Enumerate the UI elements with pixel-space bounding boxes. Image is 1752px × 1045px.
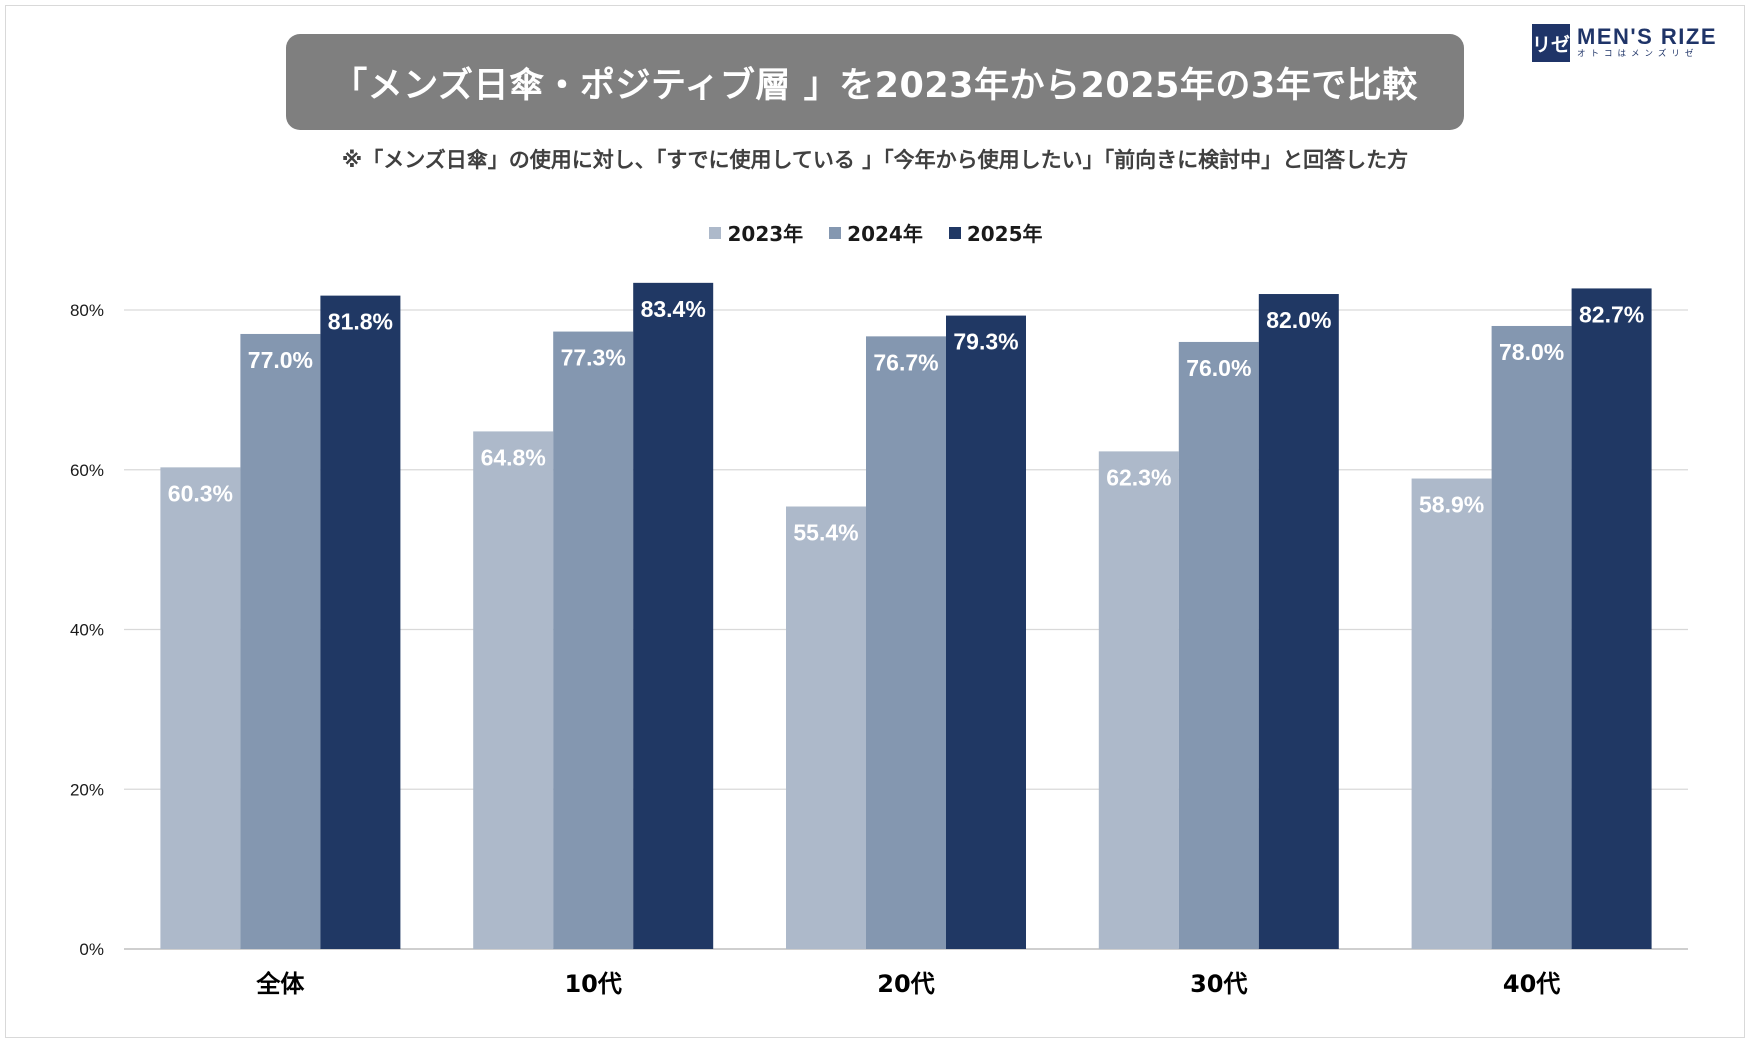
y-tick-label: 60% <box>70 461 104 480</box>
y-tick-label: 20% <box>70 780 104 799</box>
y-tick-label: 0% <box>79 940 104 959</box>
legend-label: 2023年 <box>727 222 804 246</box>
legend-swatch <box>829 226 842 239</box>
chart-frame <box>5 5 1745 1038</box>
logo-tagline: オトコはメンズリゼ <box>1577 49 1699 59</box>
legend-item: 2025年 <box>948 218 1043 247</box>
data-label: 79.3% <box>953 329 1018 355</box>
bar <box>1571 288 1652 950</box>
bar <box>473 431 554 949</box>
logo-mark: リゼ <box>1532 24 1570 62</box>
data-label: 77.3% <box>561 345 626 371</box>
bar <box>240 333 321 949</box>
bar <box>1178 341 1259 949</box>
bar <box>1258 294 1339 949</box>
data-label: 83.4% <box>641 296 706 322</box>
data-label: 82.0% <box>1266 307 1331 333</box>
chart-legend: 2023年 2024年 2025年 <box>0 218 1752 247</box>
chart-title: 「メンズ日傘・ポジティブ層 」を2023年から2025年の3年で比較 <box>286 34 1464 130</box>
bar <box>1491 325 1572 950</box>
bar <box>1411 478 1492 949</box>
x-tick-label: 全体 <box>255 970 305 998</box>
y-tick-label: 80% <box>70 301 104 320</box>
bar <box>633 282 714 949</box>
data-label: 64.8% <box>481 444 546 470</box>
x-tick-label: 10代 <box>564 970 621 998</box>
x-tick-label: 20代 <box>877 970 934 998</box>
bar <box>946 315 1026 949</box>
data-label: 78.0% <box>1499 339 1564 365</box>
data-label: 58.9% <box>1419 492 1484 518</box>
bar <box>866 336 946 949</box>
bar <box>320 295 401 949</box>
legend-swatch <box>709 226 722 239</box>
data-label: 82.7% <box>1579 301 1644 327</box>
data-label: 76.7% <box>873 349 938 375</box>
bar <box>786 506 866 949</box>
brand-logo: リゼ MEN'S RIZE オトコはメンズリゼ <box>1532 22 1717 64</box>
legend-item: 2023年 <box>709 218 803 247</box>
y-tick-label: 40% <box>70 621 104 640</box>
legend-item: 2024年 <box>829 218 923 247</box>
bar <box>553 331 634 949</box>
x-tick-label: 30代 <box>1190 970 1247 998</box>
data-label: 77.0% <box>248 347 313 373</box>
data-label: 62.3% <box>1106 464 1171 490</box>
bar <box>160 467 241 949</box>
chart-title-text: 「メンズ日傘・ポジティブ層 」を2023年から2025年の3年で比較 <box>332 65 1418 106</box>
chart-subtitle: ※「メンズ日傘」の使用に対し、「すでに使用している 」「今年から使用したい」「前… <box>341 148 1409 172</box>
data-label: 76.0% <box>1186 355 1251 381</box>
data-label: 60.3% <box>168 480 233 506</box>
logo-text: MEN'S RIZE オトコはメンズリゼ <box>1577 26 1717 60</box>
x-tick-label: 40代 <box>1503 970 1560 998</box>
logo-name: MEN'S RIZE <box>1577 24 1718 49</box>
legend-swatch <box>948 226 961 239</box>
data-label: 81.8% <box>328 309 393 335</box>
legend-label: 2024年 <box>847 222 923 246</box>
data-label: 55.4% <box>793 519 858 545</box>
bar <box>1098 451 1179 949</box>
legend-label: 2025年 <box>966 222 1043 246</box>
